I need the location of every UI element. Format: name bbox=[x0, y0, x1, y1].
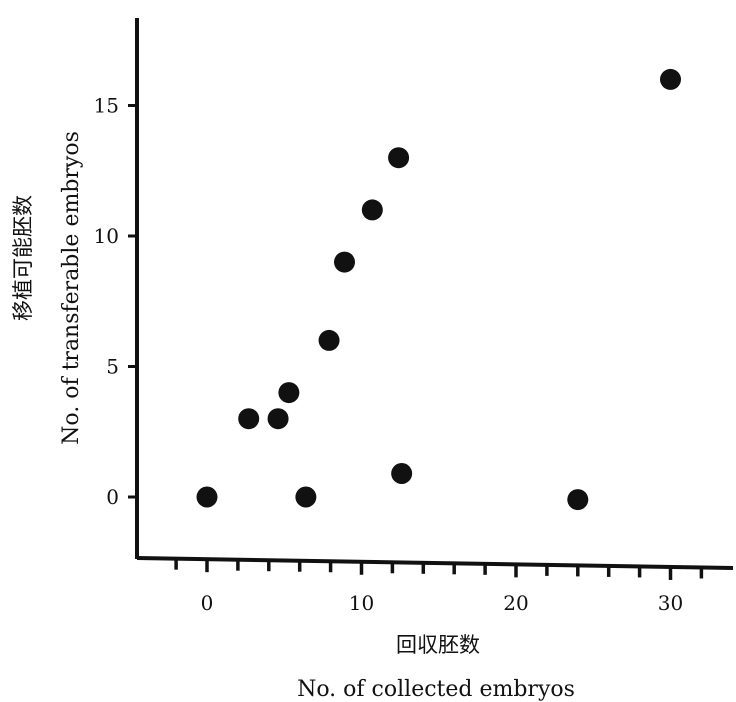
y-tick-label: 0 bbox=[106, 485, 119, 509]
data-point bbox=[567, 489, 589, 511]
x-axis-ticks: 0 10 20 30 bbox=[174, 558, 704, 615]
x-axis-title: No. of collected embryos bbox=[297, 677, 575, 702]
data-point bbox=[267, 408, 289, 430]
data-point bbox=[660, 68, 681, 90]
y-axis-title-jp: 移植可能胚数 bbox=[11, 195, 35, 321]
y-axis-title: No. of transferable embryos bbox=[59, 131, 84, 445]
data-point bbox=[318, 329, 340, 351]
data-point bbox=[361, 199, 383, 221]
x-axis-title-jp: 回収胚数 bbox=[396, 633, 480, 657]
x-axis-line bbox=[136, 556, 734, 570]
x-tick-label: 0 bbox=[201, 591, 214, 615]
data-point bbox=[238, 408, 260, 430]
data-point bbox=[388, 147, 410, 169]
data-point bbox=[196, 486, 218, 508]
data-point bbox=[334, 251, 356, 273]
data-point bbox=[391, 463, 413, 485]
y-axis-ticks: 0 5 10 15 bbox=[94, 94, 137, 509]
data-point bbox=[295, 486, 317, 508]
x-tick-label: 20 bbox=[503, 591, 528, 615]
x-tick-label: 10 bbox=[349, 591, 374, 615]
y-tick-label: 10 bbox=[94, 224, 119, 248]
data-points bbox=[196, 68, 681, 511]
y-tick-label: 15 bbox=[94, 94, 119, 118]
x-tick-label: 30 bbox=[658, 591, 683, 615]
data-point bbox=[278, 382, 300, 404]
y-tick-label: 5 bbox=[106, 355, 119, 379]
